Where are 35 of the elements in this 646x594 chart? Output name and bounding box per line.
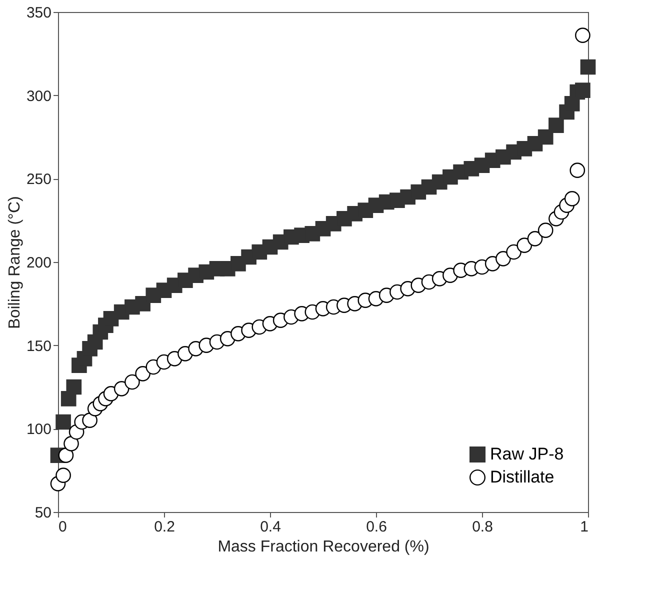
point xyxy=(538,129,554,145)
y-tick-label: 150 xyxy=(26,338,52,355)
point xyxy=(58,448,74,463)
x-tick-label: 0.6 xyxy=(366,518,387,536)
point xyxy=(114,381,130,396)
point xyxy=(570,162,586,178)
x-tick-label: 0 xyxy=(58,518,67,536)
x-tick-label: 0.8 xyxy=(472,518,493,536)
point xyxy=(516,238,532,253)
point xyxy=(124,374,140,390)
point xyxy=(527,231,543,246)
point xyxy=(564,191,580,206)
point xyxy=(66,379,82,395)
y-tick-label: 250 xyxy=(26,171,52,188)
point xyxy=(575,28,590,43)
point xyxy=(56,414,71,430)
x-tick-label: 0.2 xyxy=(154,518,175,536)
point xyxy=(580,59,596,75)
point xyxy=(82,412,98,428)
y-tick-label: 300 xyxy=(26,88,52,105)
point xyxy=(538,222,554,238)
legend-label: Distillate xyxy=(490,468,554,486)
x-tick-label: 1 xyxy=(580,518,588,536)
x-axis-title: Mass Fraction Recovered (%) xyxy=(218,538,430,556)
point xyxy=(496,251,511,266)
point xyxy=(56,468,71,483)
point xyxy=(548,118,564,134)
legend-label: Raw JP-8 xyxy=(490,444,564,464)
y-tick-label: 200 xyxy=(26,254,52,272)
x-tick-label: 0.4 xyxy=(260,518,281,536)
y-tick-label: 50 xyxy=(34,504,52,522)
y-axis-title: Boiling Range (°C) xyxy=(6,196,24,329)
y-tick-label: 100 xyxy=(26,421,52,438)
y-tick-label: 350 xyxy=(26,4,52,22)
point xyxy=(575,82,590,98)
